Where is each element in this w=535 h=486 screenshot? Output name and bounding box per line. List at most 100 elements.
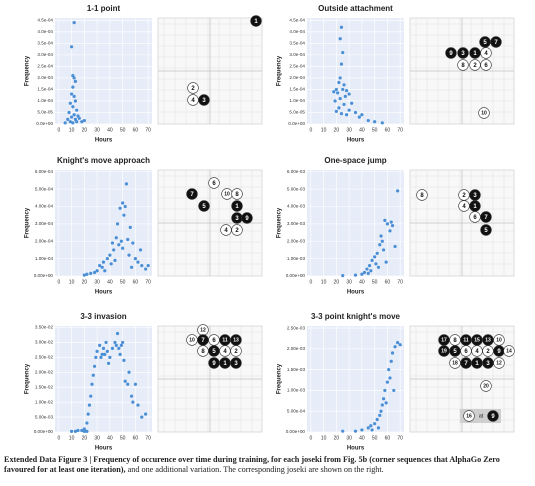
- x-tick-label: 60: [385, 435, 391, 441]
- stone-label: 4: [475, 349, 479, 355]
- y-tick-label: 4.0e-04: [37, 29, 53, 34]
- y-tick-label: 3.50e-02: [35, 325, 54, 330]
- point: [85, 421, 89, 425]
- point: [136, 403, 140, 407]
- stone-label: 8: [420, 193, 424, 199]
- point: [375, 251, 379, 256]
- point: [131, 400, 135, 404]
- stone-label: 9: [491, 414, 495, 420]
- x-tick-label: 50: [372, 279, 378, 285]
- x-tick-label: 70: [145, 127, 151, 133]
- point: [95, 349, 99, 353]
- stone-label: 10: [496, 338, 502, 344]
- point: [140, 415, 144, 419]
- point: [98, 343, 102, 348]
- stone-label: 4: [462, 204, 466, 210]
- x-tick-label: 30: [346, 127, 352, 133]
- chart-title: 3-3 point knight's move: [311, 312, 401, 321]
- plot-area: [55, 326, 152, 432]
- point: [109, 262, 113, 266]
- point: [112, 248, 116, 252]
- stone-label: 10: [224, 192, 230, 198]
- plot-area: [307, 18, 404, 124]
- point: [110, 346, 115, 350]
- x-tick-label: 50: [372, 435, 378, 441]
- stone-label: 4: [191, 98, 195, 104]
- x-tick-label: 40: [107, 435, 113, 441]
- point: [123, 379, 127, 383]
- stone-label: 13: [485, 338, 491, 344]
- stone-label: 1: [473, 51, 477, 57]
- y-tick-label: 0.00e+00: [34, 429, 54, 434]
- point: [127, 253, 131, 257]
- point: [339, 112, 344, 116]
- x-tick-label: 40: [359, 279, 365, 285]
- point: [369, 269, 373, 273]
- point: [396, 341, 400, 345]
- stone-label: 5: [484, 228, 488, 234]
- stone-label: 13: [233, 338, 239, 344]
- y-tick-label: 1.5e-04: [289, 87, 305, 92]
- point: [89, 394, 93, 398]
- stone: [186, 188, 198, 200]
- stone-label: 12: [496, 361, 502, 367]
- point: [103, 352, 107, 356]
- point: [389, 220, 393, 224]
- point: [89, 271, 93, 275]
- point: [82, 429, 86, 434]
- point: [118, 206, 122, 210]
- stone: [230, 357, 242, 369]
- point: [341, 87, 345, 92]
- x-axis-label: Hours: [347, 446, 365, 452]
- point: [381, 248, 386, 252]
- point: [378, 243, 382, 247]
- stone: [198, 200, 210, 212]
- point: [388, 229, 392, 233]
- x-tick-label: 30: [94, 127, 100, 133]
- stone-label: 2: [234, 349, 238, 355]
- point: [122, 358, 126, 362]
- stone: [231, 188, 243, 200]
- point: [73, 79, 78, 83]
- point: [71, 105, 75, 109]
- plot-area: [307, 170, 404, 276]
- point: [393, 345, 397, 349]
- point: [80, 120, 84, 124]
- point: [140, 263, 144, 268]
- stone-label: 17: [441, 338, 447, 344]
- x-tick-label: 60: [133, 127, 139, 133]
- y-axis-label: Frequency: [277, 55, 283, 86]
- point: [336, 91, 340, 95]
- x-tick-label: 30: [346, 279, 352, 285]
- stone-label: 2: [235, 228, 239, 234]
- point: [108, 253, 112, 257]
- point: [342, 83, 346, 87]
- stone-label: 11: [222, 338, 228, 344]
- point: [113, 258, 117, 262]
- point: [373, 120, 377, 124]
- y-tick-label: 1.50e-03: [287, 367, 306, 372]
- y-tick-label: 6.00e-03: [287, 169, 306, 174]
- point: [337, 80, 341, 85]
- point: [373, 255, 377, 259]
- x-tick-label: 0: [309, 279, 312, 285]
- y-axis-label: Frequency: [25, 363, 31, 394]
- point: [73, 429, 78, 434]
- point: [115, 222, 120, 226]
- point: [380, 403, 384, 407]
- point: [119, 239, 123, 243]
- point: [85, 272, 89, 276]
- stone-label: 4: [484, 51, 488, 57]
- point: [393, 244, 397, 249]
- point: [85, 429, 89, 434]
- point: [86, 412, 90, 416]
- stone: [231, 200, 243, 212]
- stone: [241, 212, 253, 224]
- stone-label: 5: [202, 204, 206, 210]
- y-tick-label: 5.00e-03: [287, 186, 306, 191]
- point: [387, 368, 391, 372]
- x-tick-label: 0: [309, 435, 312, 441]
- x-tick-label: 10: [69, 127, 75, 133]
- point: [75, 108, 79, 112]
